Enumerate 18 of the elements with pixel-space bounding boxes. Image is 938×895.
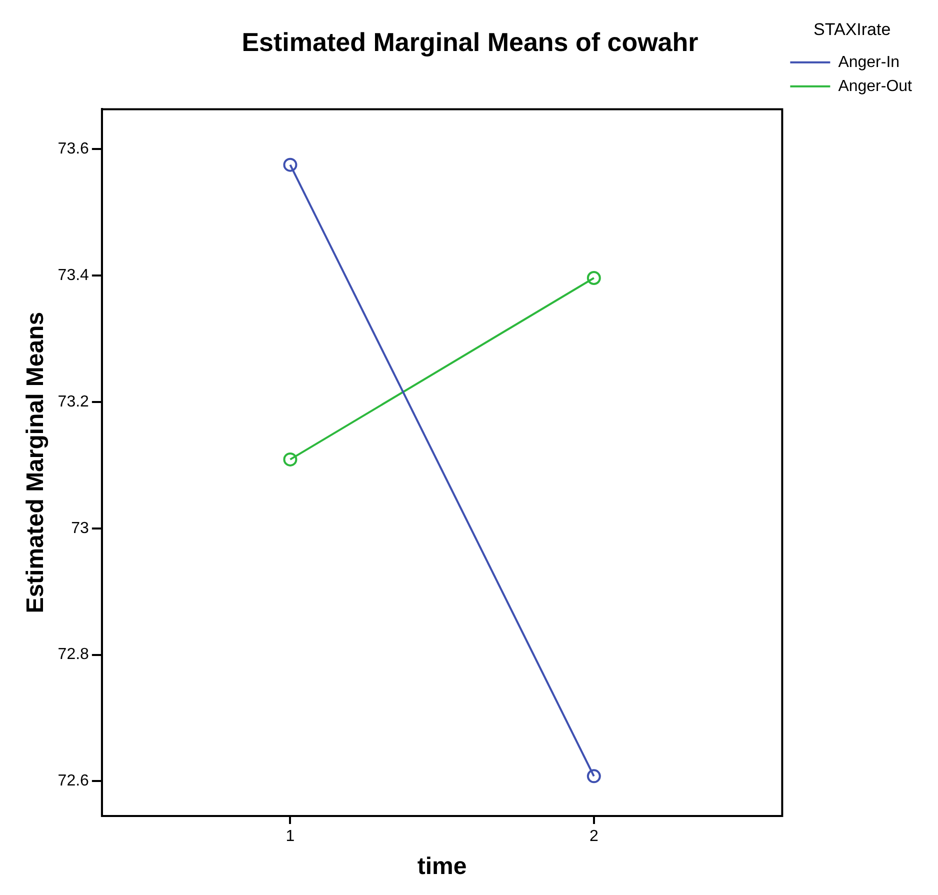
y-tick-label: 73.6 (58, 140, 90, 158)
y-tick-label: 73.2 (58, 393, 90, 410)
x-tick-label: 2 (589, 828, 598, 846)
y-tick-label: 73.4 (58, 266, 90, 284)
x-axis-title: time (417, 853, 467, 880)
legend-title: STAXIrate (814, 20, 891, 40)
point (283, 158, 298, 172)
point (586, 271, 601, 285)
x-tick-label: 1 (286, 828, 295, 846)
chart-title: Estimated Marginal Means of cowahr (242, 26, 698, 57)
legend-label: Anger-In (838, 54, 900, 71)
y-tick-label: 73 (71, 520, 90, 537)
y-tick-label: 72.6 (58, 772, 90, 790)
point (283, 452, 298, 466)
y-tick-label: 72.8 (58, 646, 90, 664)
point (586, 769, 601, 784)
y-axis-title: Estimated Marginal Means (22, 312, 50, 614)
legend-label: Anger-Out (838, 78, 913, 95)
